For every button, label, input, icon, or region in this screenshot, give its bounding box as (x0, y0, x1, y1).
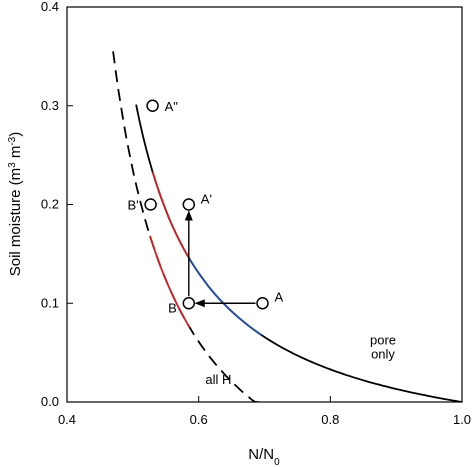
series-pore-only-segment-0 (151, 171, 190, 259)
arrows (184, 210, 256, 308)
point-label-0: A" (165, 99, 179, 114)
plot-area (66, 6, 463, 403)
x-tick-label-2: 0.8 (321, 412, 339, 427)
annotation-0: pore (370, 333, 396, 348)
point-marker-0 (146, 99, 159, 112)
y-axis-label: Soil moisture (m3 m-3) (7, 132, 25, 277)
y-tick-label-1: 0.1 (41, 295, 59, 310)
axis-ticks: 0.4 0.6 0.8 1.0 0.0 0.1 0.2 0.3 0.4 (41, 0, 471, 427)
x-tick-label-1: 0.6 (190, 412, 208, 427)
series-all-h-segment-0 (149, 235, 191, 328)
series-pore-only-segment-1 (188, 257, 262, 336)
point-marker-1 (182, 198, 196, 211)
point-marker-4 (256, 297, 269, 310)
y-tick-label-2: 0.2 (41, 197, 59, 212)
point-label-1: A' (201, 192, 212, 207)
point-marker-3 (182, 297, 196, 310)
annotation-2: all H (205, 372, 231, 387)
points (144, 99, 269, 310)
x-tick-label-0: 0.4 (58, 412, 76, 427)
y-tick-label-3: 0.3 (41, 98, 59, 113)
x-tick-label-3: 1.0 (453, 412, 471, 427)
x-axis-label: N/N0 (248, 446, 280, 467)
point-label-3: B (168, 300, 177, 315)
point-label-2: B' (127, 198, 138, 213)
point-label-4: A (275, 289, 284, 304)
curves (112, 51, 462, 402)
y-tick-label-0: 0.0 (41, 394, 59, 409)
y-tick-label-4: 0.4 (41, 0, 59, 14)
annotation-1: only (371, 347, 395, 362)
point-marker-2 (144, 198, 157, 211)
